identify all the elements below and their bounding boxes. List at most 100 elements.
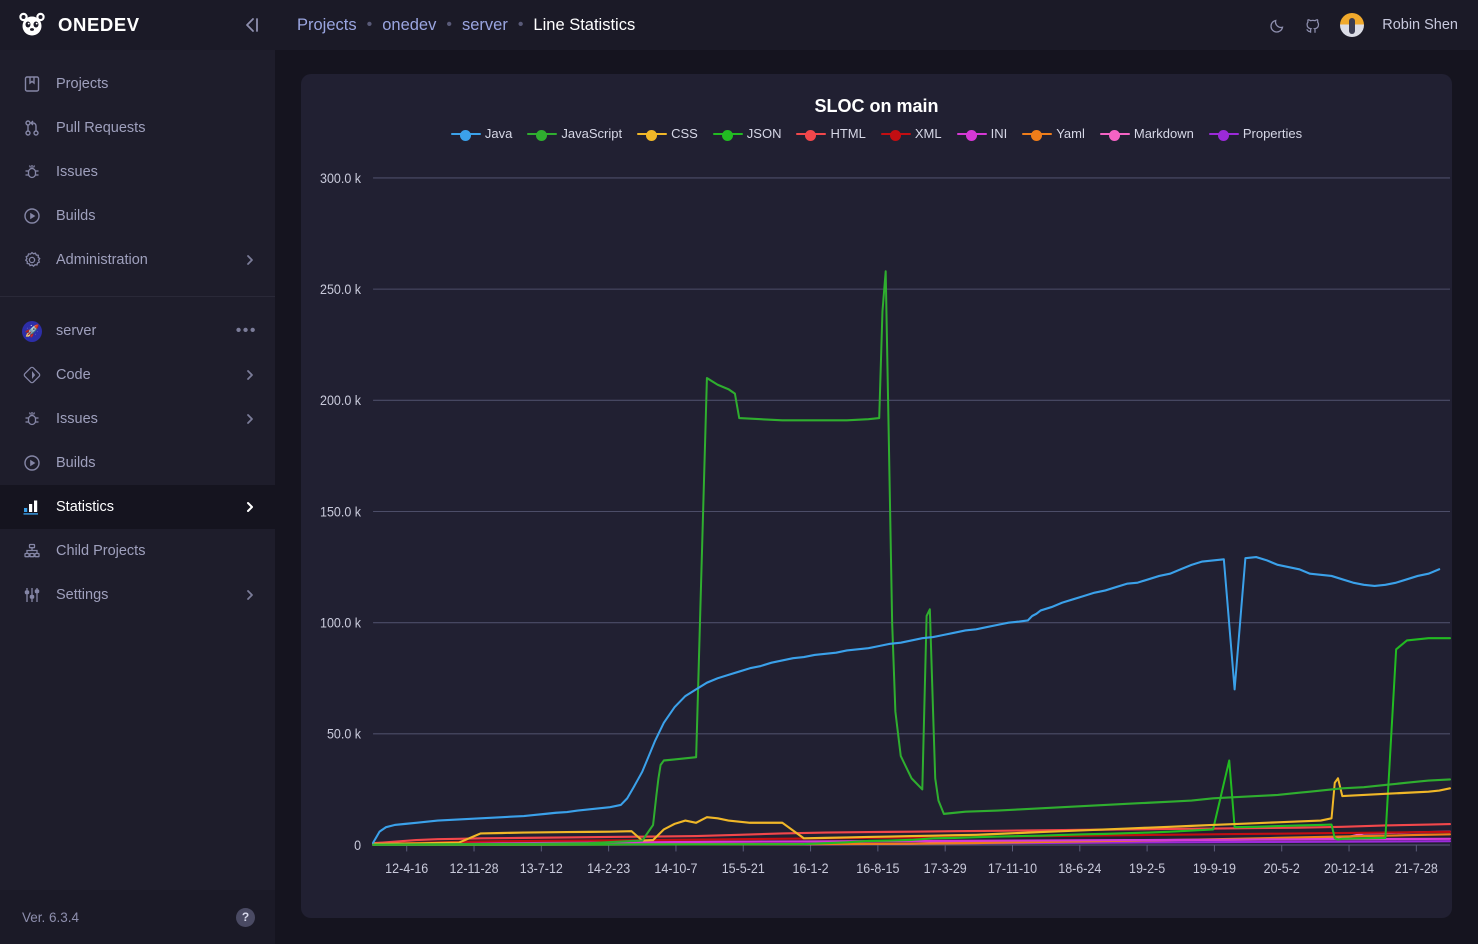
legend-label: XML [914,126,942,141]
child-projects-icon [22,541,42,561]
primary-nav: Projects Pull Requests [0,50,275,297]
sidebar-item-label: Issues [56,411,98,427]
sidebar-item-issues[interactable]: Issues [0,150,275,194]
legend-item-javascript[interactable]: JavaScript [527,126,622,141]
sidebar-item-label: Builds [56,208,96,224]
legend-item-json[interactable]: JSON [712,126,782,141]
series-line-ini [372,837,1451,846]
svg-text:0: 0 [354,837,361,853]
chart-title: SLOC on main [814,96,939,116]
legend-label: HTML [830,126,866,141]
legend-item-ini[interactable]: INI [956,126,1007,141]
series-line-java [372,555,1441,844]
legend-item-xml[interactable]: XML [880,126,942,141]
series-line-html [372,823,1451,845]
svg-text:13-7-12: 13-7-12 [520,860,563,876]
user-name[interactable]: Robin Shen [1382,17,1458,33]
legend-label: Yaml [1056,126,1085,141]
svg-text:150.0 k: 150.0 k [320,504,362,520]
legend-swatch [527,128,558,141]
brand-name: ONEDEV [58,14,140,35]
legend-swatch [450,128,481,141]
collapse-sidebar-icon[interactable] [243,16,261,34]
legend-label: JSON [746,126,782,141]
svg-text:15-5-21: 15-5-21 [722,860,765,876]
svg-text:12-4-16: 12-4-16 [385,860,428,876]
legend-item-css[interactable]: CSS [637,126,698,141]
legend-item-java[interactable]: Java [450,126,512,141]
legend-swatch [956,128,987,141]
version-label: Ver. 6.3.4 [22,909,80,925]
chevron-right-icon [243,500,257,514]
moon-icon[interactable] [1269,17,1286,34]
svg-text:100.0 k: 100.0 k [320,615,362,631]
legend-label: JavaScript [561,126,623,141]
sidebar-item-pull-requests[interactable]: Pull Requests [0,106,275,150]
legend-label: Properties [1242,126,1303,141]
legend-swatch [880,128,911,141]
sidebar-item-label: Code [56,367,91,383]
svg-text:16-8-15: 16-8-15 [856,860,899,876]
sidebar-item-code[interactable]: Code [0,353,275,397]
issues-bug-icon [22,162,42,182]
sidebar-item-statistics[interactable]: Statistics [0,485,275,529]
svg-text:250.0 k: 250.0 k [320,282,362,298]
chart-plot-area: 0 50.0 k 100.0 k 150.0 k 200.0 k 250.0 k 300.0… [301,145,1452,918]
sidebar-item-builds[interactable]: Builds [0,194,275,238]
sidebar-item-settings[interactable]: Settings [0,573,275,617]
legend-item-yaml[interactable]: Yaml [1022,126,1085,141]
breadcrumb-separator: • [517,16,524,33]
statistics-card: SLOC on main Java JavaScript CSS JSON HTML XM… [301,74,1452,918]
sidebar-item-project-issues[interactable]: Issues [0,397,275,441]
breadcrumb-item-server[interactable]: server [461,15,508,34]
legend-label: CSS [671,126,698,141]
help-icon[interactable]: ? [236,907,255,927]
settings-sliders-icon [22,585,42,605]
svg-text:16-1-2: 16-1-2 [792,860,828,876]
avatar[interactable] [1340,13,1365,37]
pull-requests-icon [22,118,42,138]
chart-legend: Java JavaScript CSS JSON HTML XML INI Yaml Markd… [301,126,1452,141]
rocket-icon: 🚀 [22,320,42,342]
series-line-json [372,637,1451,846]
sidebar-item-label: Administration [56,252,148,268]
svg-text:21-7-28: 21-7-28 [1395,860,1438,876]
legend-swatch [1208,128,1239,141]
legend-item-properties[interactable]: Properties [1208,126,1303,141]
breadcrumb-item-current: Line Statistics [533,15,636,34]
builds-play-icon [22,453,42,473]
sidebar-item-project-builds[interactable]: Builds [0,441,275,485]
top-bar: Projects • onedev • server • Line Statis… [275,0,1478,50]
svg-text:17-11-10: 17-11-10 [988,860,1037,876]
code-icon [22,365,42,385]
breadcrumb-item-onedev[interactable]: onedev [382,15,437,34]
sidebar-item-child-projects[interactable]: Child Projects [0,529,275,573]
top-bar-actions: Robin Shen [1269,13,1458,37]
sidebar-item-label: Pull Requests [56,120,146,136]
legend-swatch [637,128,668,141]
svg-text:50.0 k: 50.0 k [327,726,362,742]
sidebar: ONEDEV Projects [0,0,275,944]
legend-item-markdown[interactable]: Markdown [1099,126,1194,141]
more-dots-icon[interactable]: ••• [235,322,257,339]
line-chart-svg[interactable]: 0 50.0 k 100.0 k 150.0 k 200.0 k 250.0 k 300.0… [301,145,1452,918]
builds-play-icon [22,206,42,226]
sidebar-item-label: Child Projects [56,543,146,559]
breadcrumb-separator: • [366,16,373,33]
chevron-right-icon [243,588,257,602]
issues-bug-icon [22,409,42,429]
sidebar-item-administration[interactable]: Administration [0,238,275,282]
legend-item-html[interactable]: HTML [796,126,866,141]
sidebar-project-server[interactable]: 🚀 server ••• [0,309,275,353]
sidebar-item-label: Settings [56,587,109,603]
sidebar-item-projects[interactable]: Projects [0,62,275,106]
svg-text:20-5-2: 20-5-2 [1264,860,1300,876]
breadcrumb-item-projects[interactable]: Projects [297,15,357,34]
project-nav: 🚀 server ••• Code [0,297,275,627]
svg-text:300.0 k: 300.0 k [320,170,362,186]
svg-text:19-2-5: 19-2-5 [1129,860,1165,876]
github-icon[interactable] [1304,16,1322,34]
svg-text:12-11-28: 12-11-28 [449,860,498,876]
legend-swatch [796,128,827,141]
project-name-label: server [56,323,97,339]
